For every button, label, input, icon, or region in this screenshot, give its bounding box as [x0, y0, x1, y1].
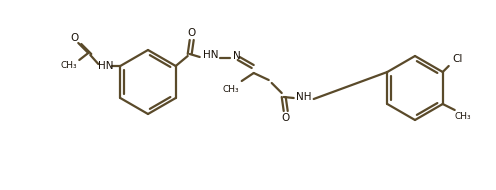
Text: O: O — [282, 113, 290, 123]
Text: O: O — [70, 33, 78, 43]
Text: O: O — [187, 28, 196, 38]
Text: N: N — [233, 51, 241, 61]
Text: HN: HN — [203, 50, 218, 60]
Text: CH₃: CH₃ — [454, 112, 471, 120]
Text: HN: HN — [98, 61, 113, 71]
Text: CH₃: CH₃ — [61, 62, 77, 70]
Text: CH₃: CH₃ — [222, 85, 239, 93]
Text: NH: NH — [296, 92, 311, 102]
Text: Cl: Cl — [452, 54, 463, 64]
